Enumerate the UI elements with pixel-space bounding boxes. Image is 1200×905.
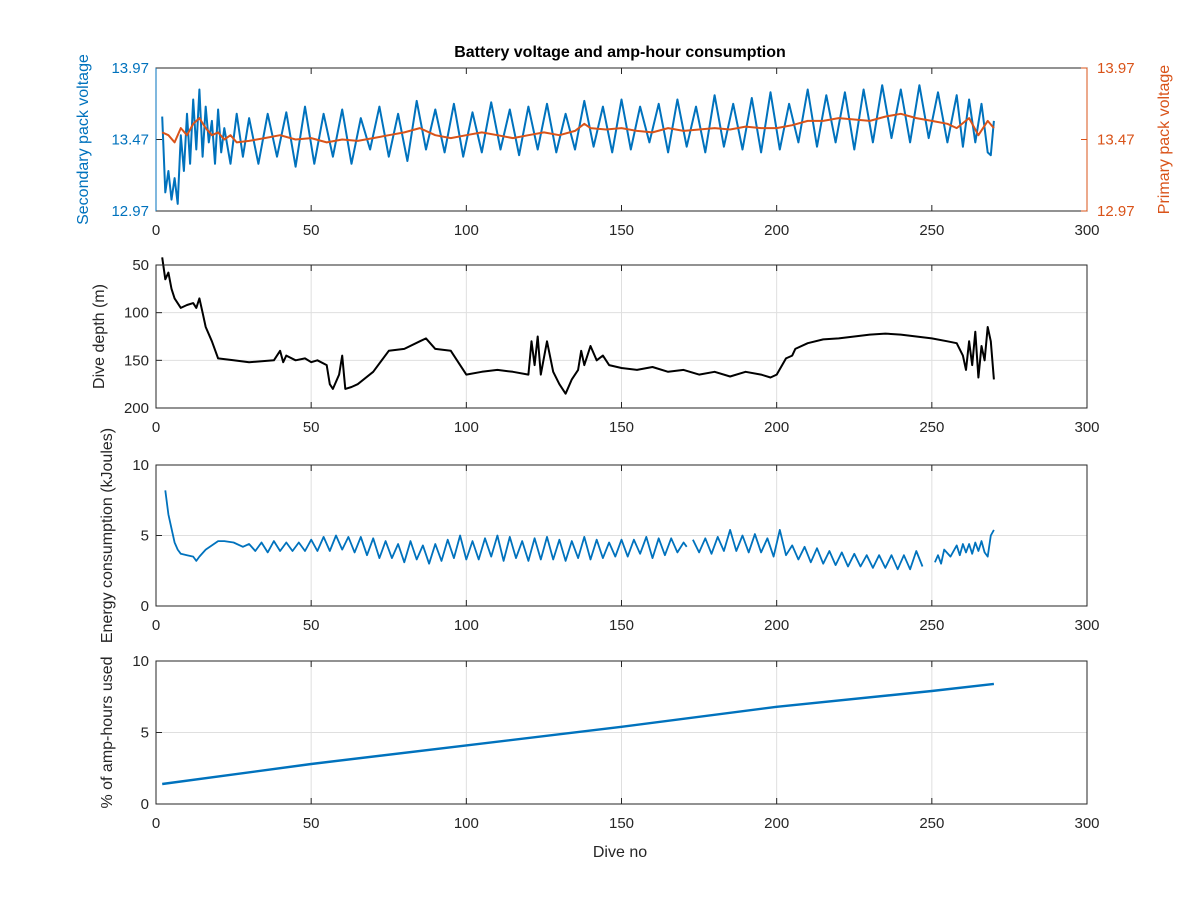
series-line-1 [162, 682, 995, 786]
x-tick-label: 50 [303, 222, 320, 239]
y-tick-label: 0 [141, 796, 149, 813]
y-tick-label: 200 [124, 400, 149, 417]
x-tick-label: 300 [1074, 419, 1099, 436]
y-tick-label: 100 [124, 305, 149, 322]
series-line-2 [161, 112, 995, 144]
x-tick-label: 250 [919, 419, 944, 436]
series-line-1 [164, 490, 688, 565]
y-tick-label: 150 [124, 352, 149, 369]
panel-4: 0 50 100 150 200 250 300 0 5 10 % of amp-hours use… [99, 653, 1100, 832]
series-line-2 [692, 529, 924, 571]
x-tick-label: 300 [1074, 222, 1099, 239]
y-tick-label: 0 [141, 598, 149, 615]
x-tick-label: 50 [303, 815, 320, 832]
x-tick-label: 200 [764, 419, 789, 436]
y-axis-label: Energy consumption (kJoules) [99, 428, 116, 643]
y-tick-label: 12.97 [111, 203, 149, 220]
series-line-3 [934, 529, 995, 565]
x-tick-label: 250 [919, 617, 944, 634]
y-tick-label: 13.47 [111, 132, 149, 149]
x-tick-label: 0 [152, 419, 160, 436]
y-tick-label: 5 [141, 725, 149, 742]
x-tick-label: 200 [764, 617, 789, 634]
panel-2: 0 50 100 150 200 250 300 50 100 150 200 Dive depth … [91, 257, 1100, 436]
figure-title: Battery voltage and amp-hour consumption [454, 44, 786, 61]
x-tick-label: 150 [609, 815, 634, 832]
series-line-1 [161, 84, 995, 205]
x-tick-label: 100 [454, 617, 479, 634]
x-tick-label: 100 [454, 419, 479, 436]
y-tick-label: 10 [132, 457, 149, 474]
x-tick-label: 0 [152, 815, 160, 832]
y-right-tick-label: 13.97 [1097, 60, 1135, 77]
series-line-1 [161, 257, 995, 395]
x-tick-label: 300 [1074, 617, 1099, 634]
panel-3: 0 50 100 150 200 250 300 0 5 10 Energy consumption… [99, 428, 1100, 643]
x-tick-label: 100 [454, 815, 479, 832]
y-axis-label: % of amp-hours used [99, 656, 116, 808]
panel-1: 0 50 100 150 200 250 300 12.97 13.47 13.97 12.97 13… [75, 54, 1173, 239]
y-tick-label: 13.97 [111, 60, 149, 77]
x-tick-label: 100 [454, 222, 479, 239]
x-tick-label: 50 [303, 419, 320, 436]
y-axis-label: Secondary pack voltage [75, 54, 92, 225]
x-tick-label: 200 [764, 815, 789, 832]
x-tick-label: 250 [919, 815, 944, 832]
x-tick-label: 250 [919, 222, 944, 239]
x-tick-label: 150 [609, 222, 634, 239]
x-tick-label: 150 [609, 419, 634, 436]
y-tick-label: 10 [132, 653, 149, 670]
y-tick-label: 5 [141, 528, 149, 545]
y-right-axis-label: Primary pack voltage [1156, 65, 1173, 214]
x-axis-label: Dive no [593, 844, 647, 861]
y-right-tick-label: 13.47 [1097, 132, 1135, 149]
x-tick-label: 0 [152, 617, 160, 634]
y-tick-label: 50 [132, 257, 149, 274]
x-tick-label: 150 [609, 617, 634, 634]
x-tick-label: 300 [1074, 815, 1099, 832]
x-tick-label: 0 [152, 222, 160, 239]
y-right-tick-label: 12.97 [1097, 203, 1135, 220]
y-axis-label: Dive depth (m) [91, 284, 108, 389]
x-tick-label: 200 [764, 222, 789, 239]
x-tick-label: 50 [303, 617, 320, 634]
